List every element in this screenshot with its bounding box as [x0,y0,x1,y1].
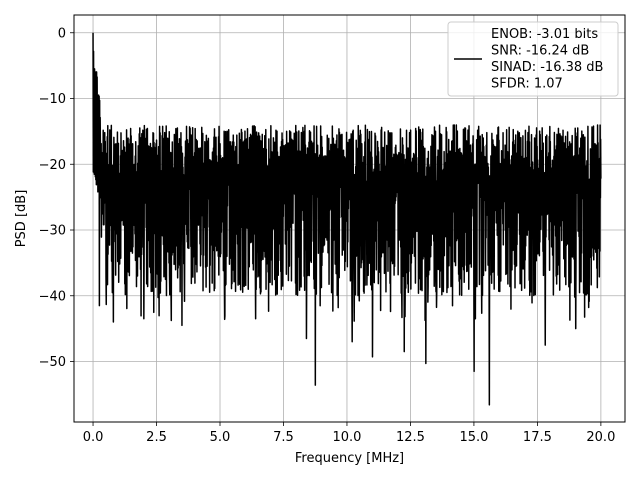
y-tick-label: −40 [39,289,66,304]
legend-snr: SNR: -16.24 dB [491,44,589,59]
x-tick-label: 20.0 [586,430,615,445]
x-tick-label: 17.5 [523,430,552,445]
y-tick-label: −50 [39,355,66,370]
legend-enob: ENOB: -3.01 bits [491,27,598,42]
x-tick-label: 2.5 [146,430,167,445]
y-tick-label: −30 [39,224,66,239]
x-tick-label: 12.5 [396,430,425,445]
legend-sfdr: SFDR: 1.07 [491,77,563,92]
y-tick-label: −10 [39,92,66,107]
x-tick-label: 5.0 [210,430,231,445]
x-tick-label: 15.0 [459,430,488,445]
legend-box [447,21,619,97]
x-tick-label: 0.0 [83,430,104,445]
psd-series-line [92,32,602,406]
y-tick-label: −20 [39,158,66,173]
axes-frame [73,14,626,423]
x-tick-label: 10.0 [332,430,361,445]
y-tick-label: 0 [58,26,66,41]
y-axis-ticks: 0 −10 −20 −30 −40 −50 [39,26,74,370]
x-axis-label: Frequency [MHz] [295,451,404,466]
plot-area [92,32,602,406]
legend: ENOB: -3.01 bits SNR: -16.24 dB SINAD: -… [447,21,619,97]
x-axis-ticks: 0.0 2.5 5.0 7.5 10.0 12.5 15.0 17.5 20.0 [83,422,615,445]
x-tick-label: 7.5 [273,430,294,445]
y-axis-label: PSD [dB] [14,190,29,248]
legend-sinad: SINAD: -16.38 dB [491,60,603,75]
